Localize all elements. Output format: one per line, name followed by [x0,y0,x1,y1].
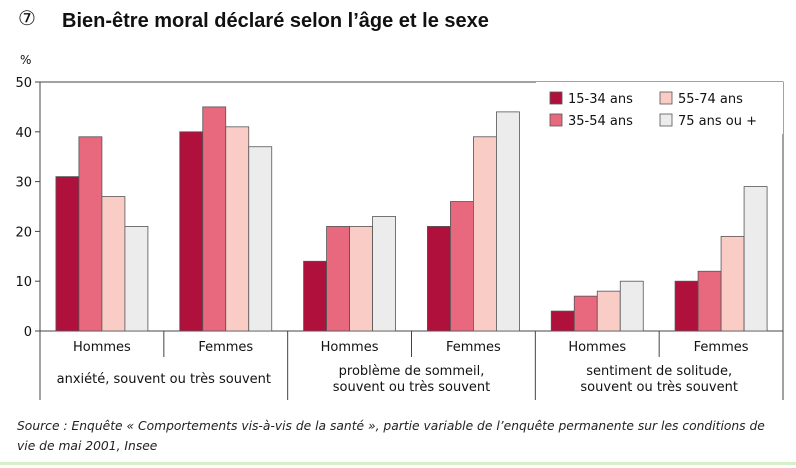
figure-number: ⑦ [18,6,36,30]
group-label: souvent ou très souvent [333,380,491,395]
group-label: sentiment de solitude, [586,364,732,379]
bar [349,226,373,332]
bar [78,136,103,332]
legend-swatch [549,113,563,127]
legend-label: 35-54 ans [568,114,633,129]
group-label: problème de sommeil, [339,364,485,379]
bar [427,226,451,332]
category-label: Femmes [198,340,253,355]
bar [619,280,644,332]
legend-label: 15-34 ans [568,92,633,107]
bar [496,111,520,332]
bar [743,186,768,332]
y-tick-label: 40 [15,126,32,141]
category-label: Hommes [321,340,379,355]
bar [179,131,204,332]
bar [372,216,396,332]
legend-label: 55-74 ans [678,92,743,107]
y-tick-label: 10 [15,275,32,290]
bar [596,290,621,332]
bar [550,310,575,332]
legend-label: 75 ans ou + [678,114,757,129]
legend-swatch [659,91,673,105]
bar [674,280,699,332]
bar [248,146,273,332]
y-tick-label: 50 [15,76,32,91]
category-label: Femmes [694,340,749,355]
bar [225,126,250,332]
bar [473,136,497,332]
chart-title: Bien-être moral déclaré selon l’âge et l… [62,10,489,32]
bar [202,106,227,332]
bar [55,176,80,332]
source-note: Source : Enquête « Comportements vis-à-v… [17,419,765,453]
bar [720,235,745,332]
bar [697,270,722,332]
legend-swatch [659,113,673,127]
bar [450,201,474,332]
bar [101,196,126,332]
y-tick-label: 0 [24,325,32,340]
bar [326,226,350,332]
category-label: Hommes [568,340,626,355]
legend-box [536,82,783,134]
legend-swatch [549,91,563,105]
y-tick-label: 30 [15,176,32,191]
bar [124,226,149,332]
y-tick-label: 20 [15,225,32,240]
bottom-divider [0,462,796,465]
bar-chart: % 0 10 20 30 40 50 Hommes Femmes Hommes Femmes Homm… [15,53,784,400]
group-label: souvent ou très souvent [580,380,738,395]
category-label: Hommes [73,340,131,355]
y-axis-unit: % [20,53,31,67]
category-label: Femmes [446,340,501,355]
bar [303,260,327,332]
bar [573,295,598,332]
group-label: anxiété, souvent ou très souvent [57,372,271,387]
